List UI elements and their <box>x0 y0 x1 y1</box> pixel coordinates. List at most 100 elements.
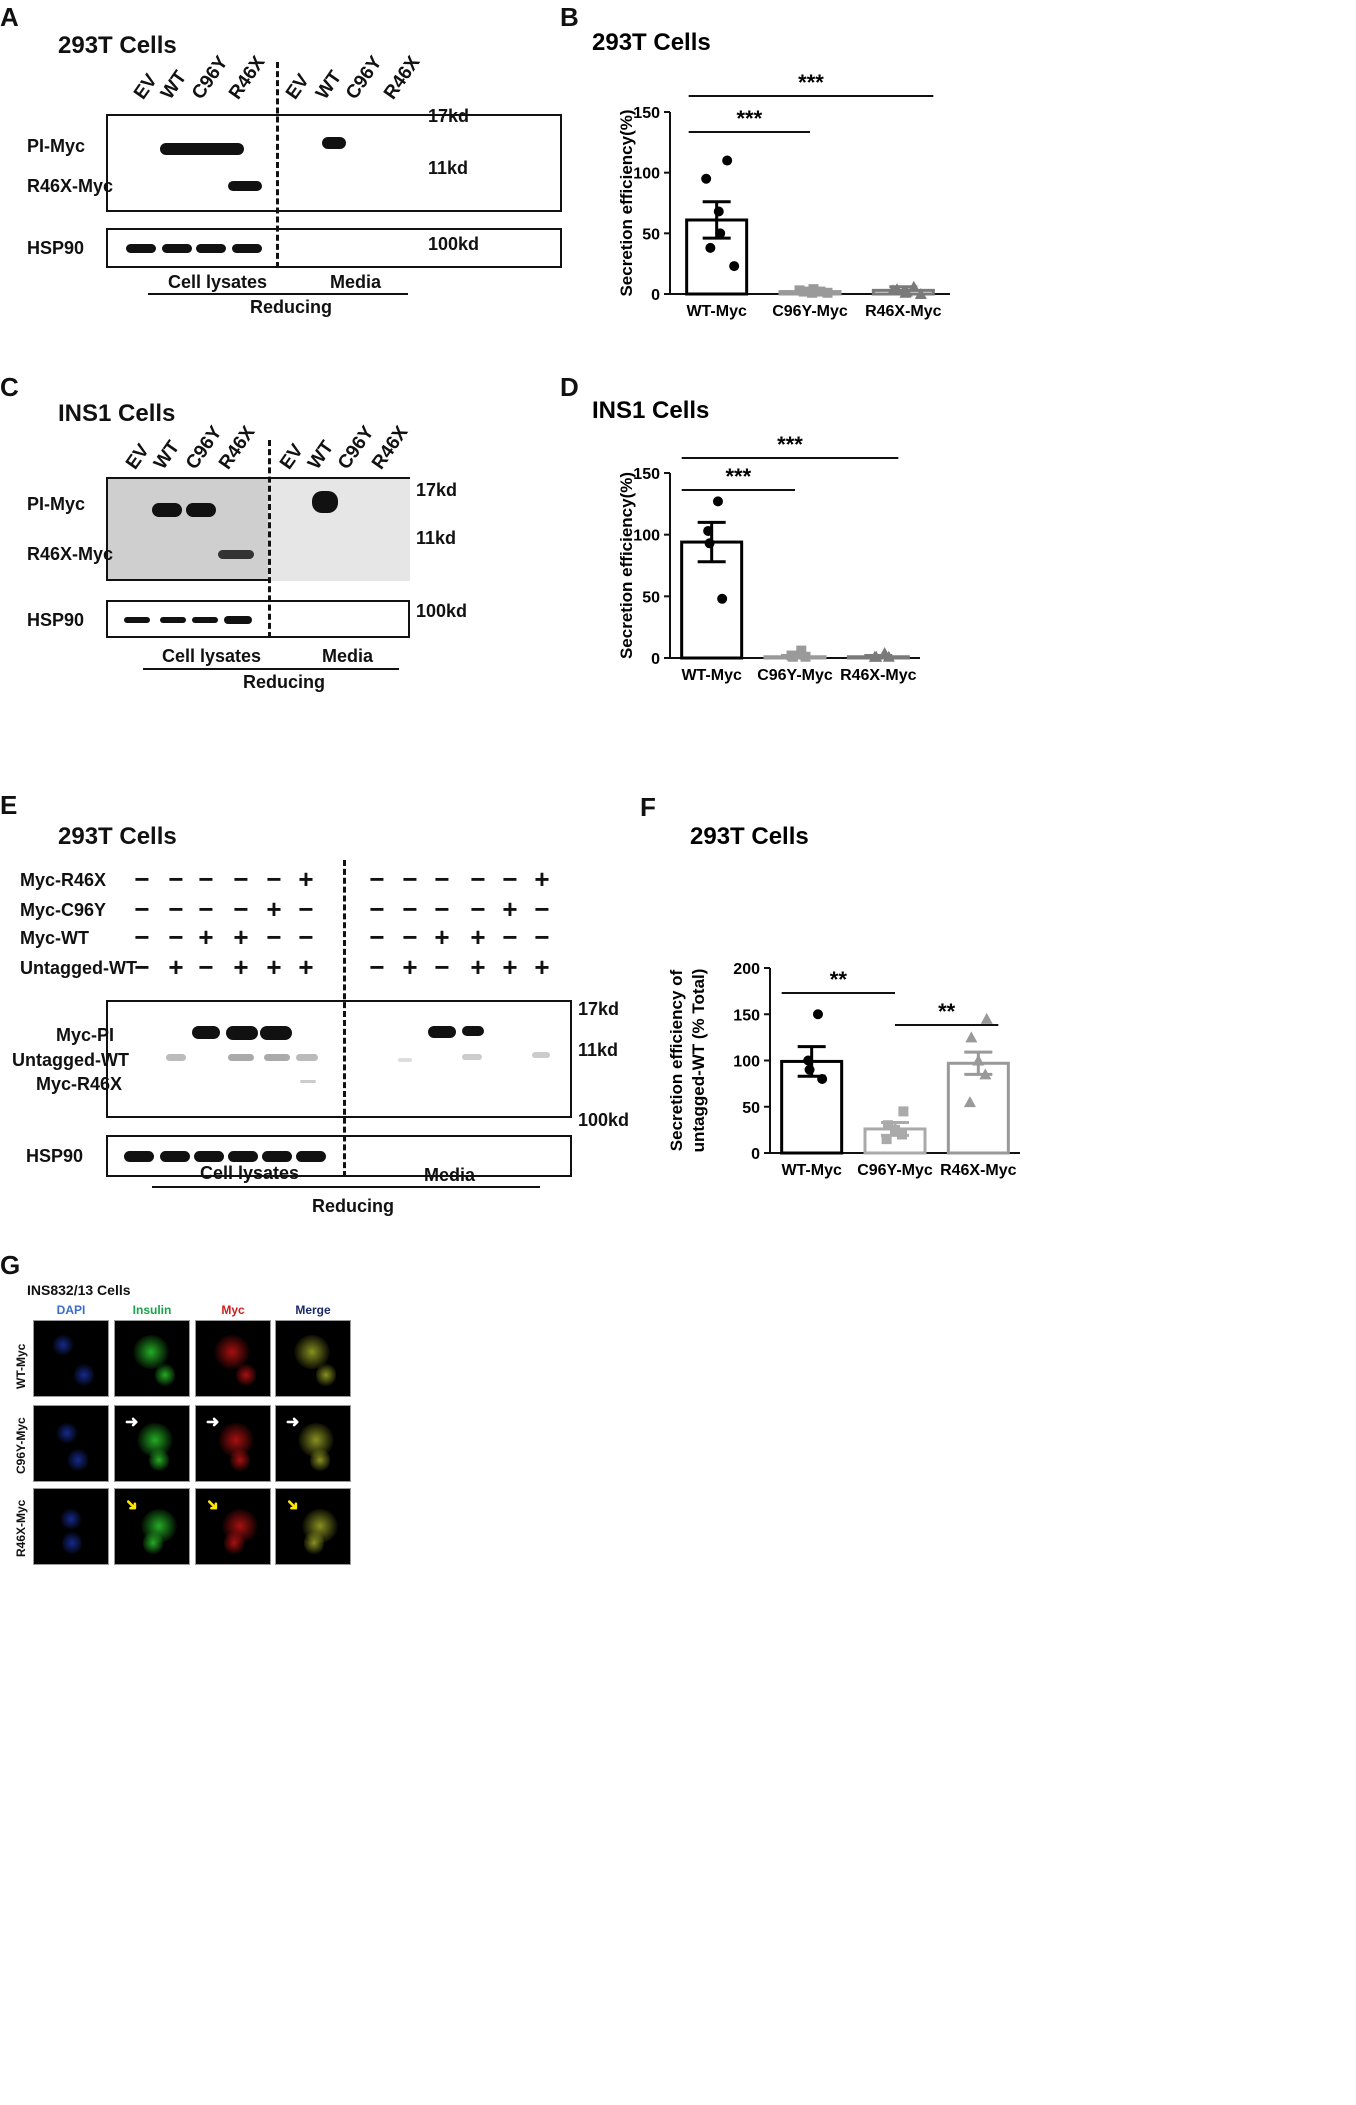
sign-mark: − <box>298 922 314 952</box>
row-label: Untagged-WT <box>12 1050 129 1070</box>
y-tick-label: 0 <box>651 287 660 304</box>
band <box>160 617 186 623</box>
data-point <box>980 1012 993 1024</box>
sign-mark: − <box>134 922 150 952</box>
sign-mark: + <box>298 864 314 894</box>
band <box>296 1151 326 1162</box>
marker-label: 100kd <box>578 1110 630 1130</box>
marker-label: 11kd <box>428 158 469 178</box>
cell-stain <box>52 1335 74 1355</box>
condition-name: Untagged-WT <box>20 958 137 978</box>
channel-label: Insulin <box>132 1303 172 1317</box>
panel-e-blot-top <box>106 1000 572 1118</box>
x-tick-label: R46X-Myc <box>940 1162 1017 1179</box>
blot-background <box>268 479 410 581</box>
group-line <box>148 293 408 295</box>
micrograph <box>33 1488 109 1565</box>
lane-label: R46X <box>367 422 413 474</box>
y-tick-label: 0 <box>751 1146 760 1163</box>
band <box>192 1026 220 1039</box>
group-label: Media <box>322 646 374 666</box>
y-tick-label: 100 <box>633 166 660 183</box>
data-point <box>898 1106 909 1117</box>
micrograph <box>33 1405 109 1482</box>
band <box>312 491 338 513</box>
sign-mark: + <box>168 952 184 982</box>
cell-stain <box>60 1509 82 1529</box>
arrow-icon: ➜ <box>201 1494 224 1517</box>
row-label: R46X-Myc <box>27 544 114 564</box>
chart-title: INS1 Cells <box>592 397 709 424</box>
panel-label-e: E <box>0 790 18 820</box>
micrograph <box>195 1320 271 1397</box>
sign-mark: − <box>168 922 184 952</box>
data-point <box>808 284 819 295</box>
cell-stain <box>155 1363 175 1387</box>
marker-label: 11kd <box>416 528 457 548</box>
data-point <box>713 206 724 217</box>
lane-label: EV <box>121 440 154 474</box>
data-point <box>704 538 715 549</box>
band <box>260 1026 292 1040</box>
data-point <box>963 1096 976 1108</box>
panel-g-title: INS832/13 Cells <box>27 1282 131 1298</box>
chart-f: 293T Cells 0 50 100 150 200 Secretion efficien… <box>667 823 1020 1179</box>
sign-mark: + <box>534 952 550 982</box>
row-label: C96Y-Myc <box>14 1417 28 1474</box>
y-axis-label: Secretion efficiency of untagged-WT (% To… <box>667 969 708 1153</box>
y-tick-label: 100 <box>733 1054 760 1071</box>
lane-label: C96Y <box>187 52 233 104</box>
data-point <box>972 1054 985 1066</box>
row-label: WT-Myc <box>14 1343 28 1389</box>
divider <box>276 62 279 268</box>
sign-mark: + <box>470 922 486 952</box>
sign-mark: − <box>233 864 249 894</box>
data-point <box>729 261 740 272</box>
row-label: R46X-Myc <box>14 1499 28 1557</box>
chart-title: 293T Cells <box>690 823 809 850</box>
sign-mark: + <box>233 922 249 952</box>
group-label: Cell lysates <box>200 1163 300 1183</box>
row-label: PI-Myc <box>27 136 86 156</box>
sign-mark: − <box>402 922 418 952</box>
marker-label: 17kd <box>578 999 620 1019</box>
data-point <box>815 286 826 297</box>
data-point <box>897 1129 907 1140</box>
data-point <box>882 650 895 662</box>
data-point <box>717 593 728 604</box>
lane-label: C96Y <box>333 422 379 474</box>
bar <box>780 1059 844 1155</box>
band <box>218 550 254 559</box>
group-label: Media <box>330 272 382 292</box>
micrograph: ➜ <box>114 1488 190 1565</box>
band <box>192 617 218 623</box>
data-point <box>705 242 716 253</box>
group-label: Media <box>424 1165 476 1185</box>
panel-c-blot-hsp90 <box>106 600 410 638</box>
sign-mark: − <box>470 894 486 924</box>
y-tick-label: 100 <box>633 528 660 545</box>
band <box>162 244 192 253</box>
significance-label: *** <box>798 70 824 95</box>
micrograph: ➜ <box>275 1488 351 1565</box>
significance-label: ** <box>830 967 848 992</box>
arrow-icon: ➜ <box>281 1494 304 1517</box>
y-axis-label: Secretion efficiency(%) <box>617 472 636 659</box>
data-point <box>870 650 883 662</box>
group-line <box>143 668 399 670</box>
x-tick-label: WT-Myc <box>681 667 742 684</box>
lane-label: C96Y <box>341 52 387 104</box>
band <box>462 1054 482 1060</box>
svg-text:Secretion efficiency(%): Secretion efficiency(%) <box>617 472 636 659</box>
data-point <box>907 280 920 292</box>
data-point <box>965 1031 978 1043</box>
cell-stain <box>143 1531 163 1555</box>
band <box>232 244 262 253</box>
panel-label-d: D <box>560 372 579 402</box>
micrograph <box>114 1320 190 1397</box>
y-axis-label: Secretion efficiency(%) <box>617 109 636 296</box>
channel-label: DAPI <box>56 1303 86 1317</box>
arrow-icon: ➜ <box>125 1414 139 1431</box>
data-point <box>914 288 927 299</box>
